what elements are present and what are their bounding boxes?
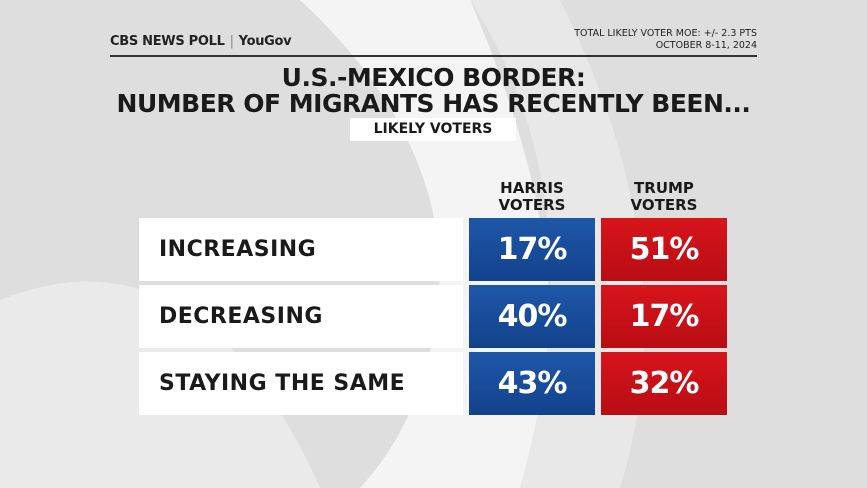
partner-name: YouGov xyxy=(238,34,292,49)
value-cell: 40% xyxy=(469,285,595,348)
row-label: STAYING THE SAME xyxy=(139,352,463,415)
dates: OCTOBER 8-11, 2024 xyxy=(655,40,757,51)
column-header-line: VOTERS xyxy=(630,196,698,214)
title: U.S.-MEXICO BORDER: xyxy=(281,63,586,92)
moe: TOTAL LIKELY VOTER MOE: +/- 2.3 PTS xyxy=(574,28,757,39)
rule xyxy=(110,55,757,57)
value-cell: 32% xyxy=(601,352,727,415)
column-header-line: VOTERS xyxy=(498,196,566,214)
value-cell: 17% xyxy=(601,285,727,348)
brand-name: CBS NEWS POLL xyxy=(110,34,225,49)
value-cell: 51% xyxy=(601,218,727,281)
value-cell: 43% xyxy=(469,352,595,415)
subtitle: LIKELY VOTERS xyxy=(350,118,516,141)
column-header: TRUMP VOTERS xyxy=(599,180,729,214)
row-label: INCREASING xyxy=(139,218,463,281)
column-header-line: HARRIS xyxy=(500,179,564,197)
column-header: HARRIS VOTERS xyxy=(467,180,597,214)
meta: TOTAL LIKELY VOTER MOE: +/- 2.3 PTS OCTO… xyxy=(574,28,757,52)
brand: CBS NEWS POLL | YouGov xyxy=(110,34,292,49)
value-cell: 17% xyxy=(469,218,595,281)
column-header-line: TRUMP xyxy=(634,179,694,197)
title: NUMBER OF MIGRANTS HAS RECENTLY BEEN... xyxy=(116,89,751,118)
row-label: DECREASING xyxy=(139,285,463,348)
